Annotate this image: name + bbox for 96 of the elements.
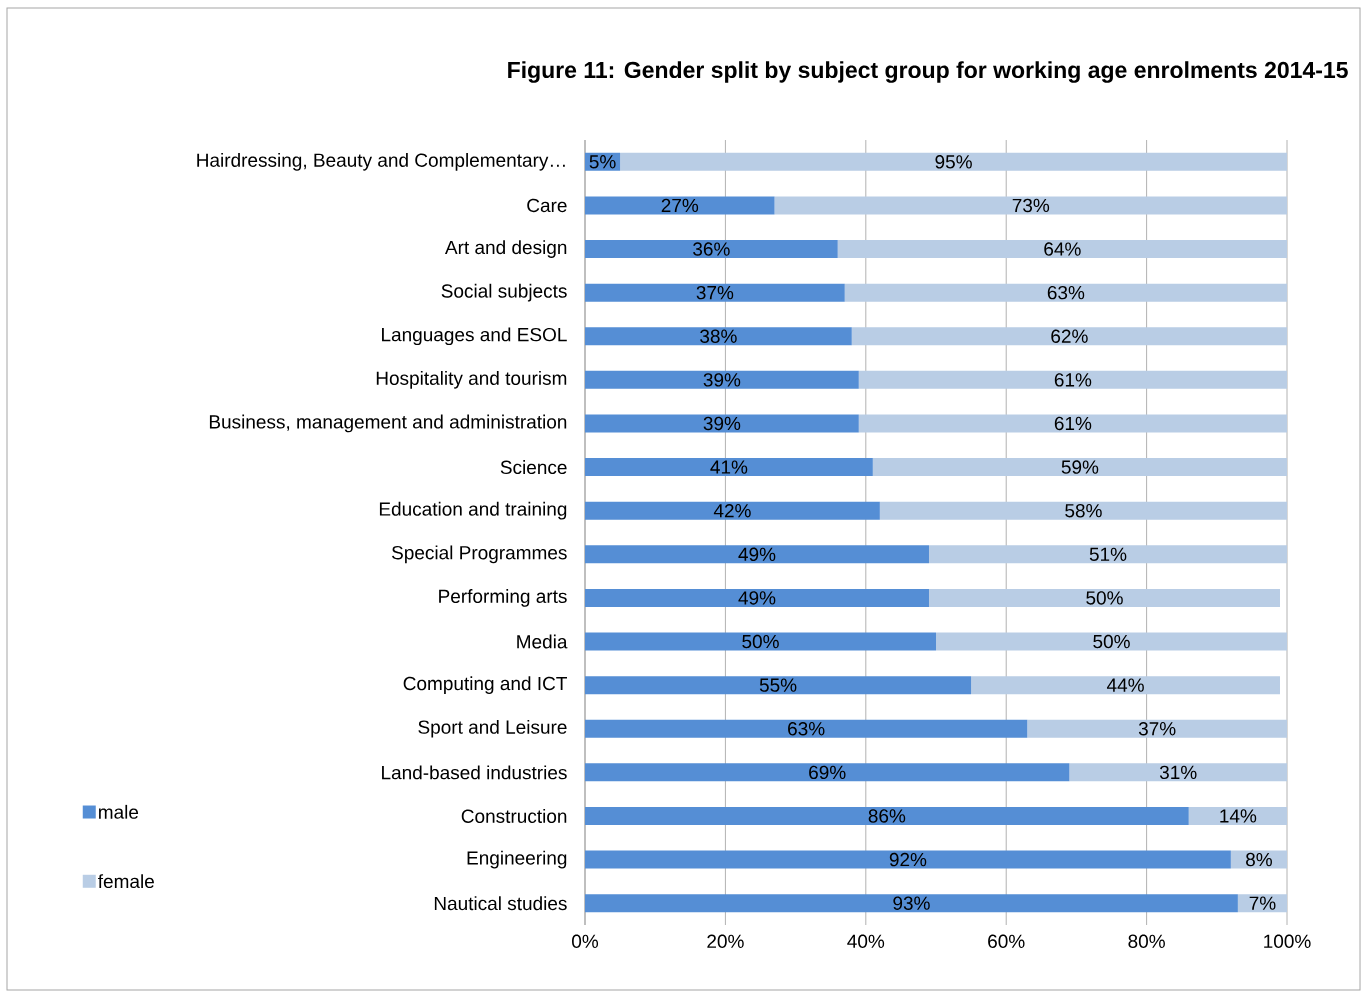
data-label: 38% [700, 329, 737, 343]
bar [837, 240, 1288, 259]
x-tick-label: 0% [572, 934, 599, 948]
bar [585, 240, 838, 259]
bar [858, 414, 1288, 433]
bar [585, 501, 880, 520]
bar [774, 196, 1288, 215]
data-label: 93% [893, 896, 930, 910]
bar [585, 327, 852, 346]
data-label: 8% [1246, 852, 1272, 867]
y-tick-label: Languages and ESOL [382, 327, 567, 346]
bar [844, 283, 1288, 302]
data-label: 31% [1159, 765, 1197, 780]
chart-title: Figure 11: Gender split by subject group for working age enrolments 2014-15 [508, 61, 1348, 83]
data-label: 5% [589, 155, 616, 169]
y-tick-label: Social subjects [441, 283, 567, 302]
bar [971, 676, 1280, 695]
x-tick-label: 100% [1264, 934, 1311, 948]
x-tick-label: 80% [1128, 934, 1165, 948]
bar [620, 152, 1288, 171]
bar [585, 763, 1070, 782]
data-label: 61% [1054, 416, 1092, 431]
y-tick-label: Land-based industries [382, 765, 567, 780]
y-tick-label: Nautical studies [434, 896, 567, 911]
data-label: 73% [1012, 198, 1050, 213]
data-label: 69% [809, 765, 846, 780]
data-label: 41% [710, 460, 748, 474]
bar [585, 283, 845, 302]
bar [585, 588, 929, 607]
legend-label: female [98, 874, 154, 889]
data-label: 50% [1086, 591, 1123, 605]
data-label: 50% [742, 634, 779, 649]
data-label: 61% [1054, 373, 1092, 387]
data-label: 42% [713, 504, 751, 518]
data-label: 39% [703, 416, 741, 431]
data-label: 44% [1106, 678, 1144, 692]
bar [585, 676, 972, 695]
bar [585, 545, 929, 564]
data-label: 62% [1051, 329, 1088, 343]
bar [936, 632, 1288, 651]
y-tick-label: Care [527, 198, 567, 213]
data-label: 63% [788, 722, 825, 736]
y-tick-label: Engineering [467, 850, 567, 869]
legend-label: male [99, 804, 139, 819]
bar [858, 370, 1288, 389]
data-label: 7% [1249, 896, 1276, 910]
data-label: 51% [1089, 547, 1127, 561]
y-tick-label: Performing arts [439, 589, 567, 607]
bar [879, 501, 1288, 520]
bar [585, 370, 859, 389]
bar [585, 850, 1231, 869]
y-tick-label: Hospitality and tourism [376, 371, 567, 389]
bar [851, 327, 1288, 346]
y-tick-label: Media [517, 634, 568, 649]
bar [585, 806, 1189, 825]
bar [585, 196, 775, 215]
bar [1188, 806, 1288, 825]
bar [1027, 719, 1288, 738]
x-tick-label: 60% [988, 934, 1025, 948]
data-label: 59% [1061, 460, 1099, 474]
y-tick-label: Art and design [444, 240, 567, 258]
bar [928, 588, 1280, 607]
data-label: 37% [1138, 722, 1176, 736]
data-label: 86% [868, 809, 906, 823]
data-label: 58% [1065, 503, 1102, 518]
data-label: 14% [1220, 809, 1257, 823]
data-label: 64% [1044, 242, 1081, 256]
y-tick-label: Special Programmes [391, 545, 567, 564]
data-label: 63% [1047, 285, 1085, 300]
data-label: 37% [696, 285, 734, 300]
data-label: 39% [703, 373, 741, 387]
data-label: 27% [661, 198, 699, 213]
data-label: 95% [935, 155, 972, 169]
y-tick-label: Hairdressing, Beauty and Complementary… [197, 152, 565, 171]
y-tick-label: Business, management and administration [209, 414, 567, 433]
data-label: 50% [1093, 634, 1130, 649]
data-label: 55% [759, 678, 797, 692]
bar [585, 719, 1028, 738]
y-tick-label: Education and training [379, 501, 567, 520]
data-label: 49% [738, 547, 776, 562]
y-tick-label: Computing and ICT [403, 676, 567, 694]
bar [585, 458, 873, 477]
bar [872, 458, 1288, 477]
data-label: 49% [738, 591, 776, 605]
y-tick-label: Construction [461, 809, 567, 823]
bar [585, 894, 1238, 913]
bar [928, 545, 1288, 564]
y-tick-label: Science [500, 460, 567, 475]
data-label: 36% [693, 242, 730, 256]
x-tick-label: 40% [847, 934, 885, 948]
data-label: 92% [889, 852, 927, 867]
bar [1069, 763, 1288, 782]
x-tick-label: 20% [707, 934, 744, 948]
bar [585, 414, 859, 433]
bar [585, 632, 937, 651]
y-tick-label: Sport and Leisure [418, 719, 567, 738]
